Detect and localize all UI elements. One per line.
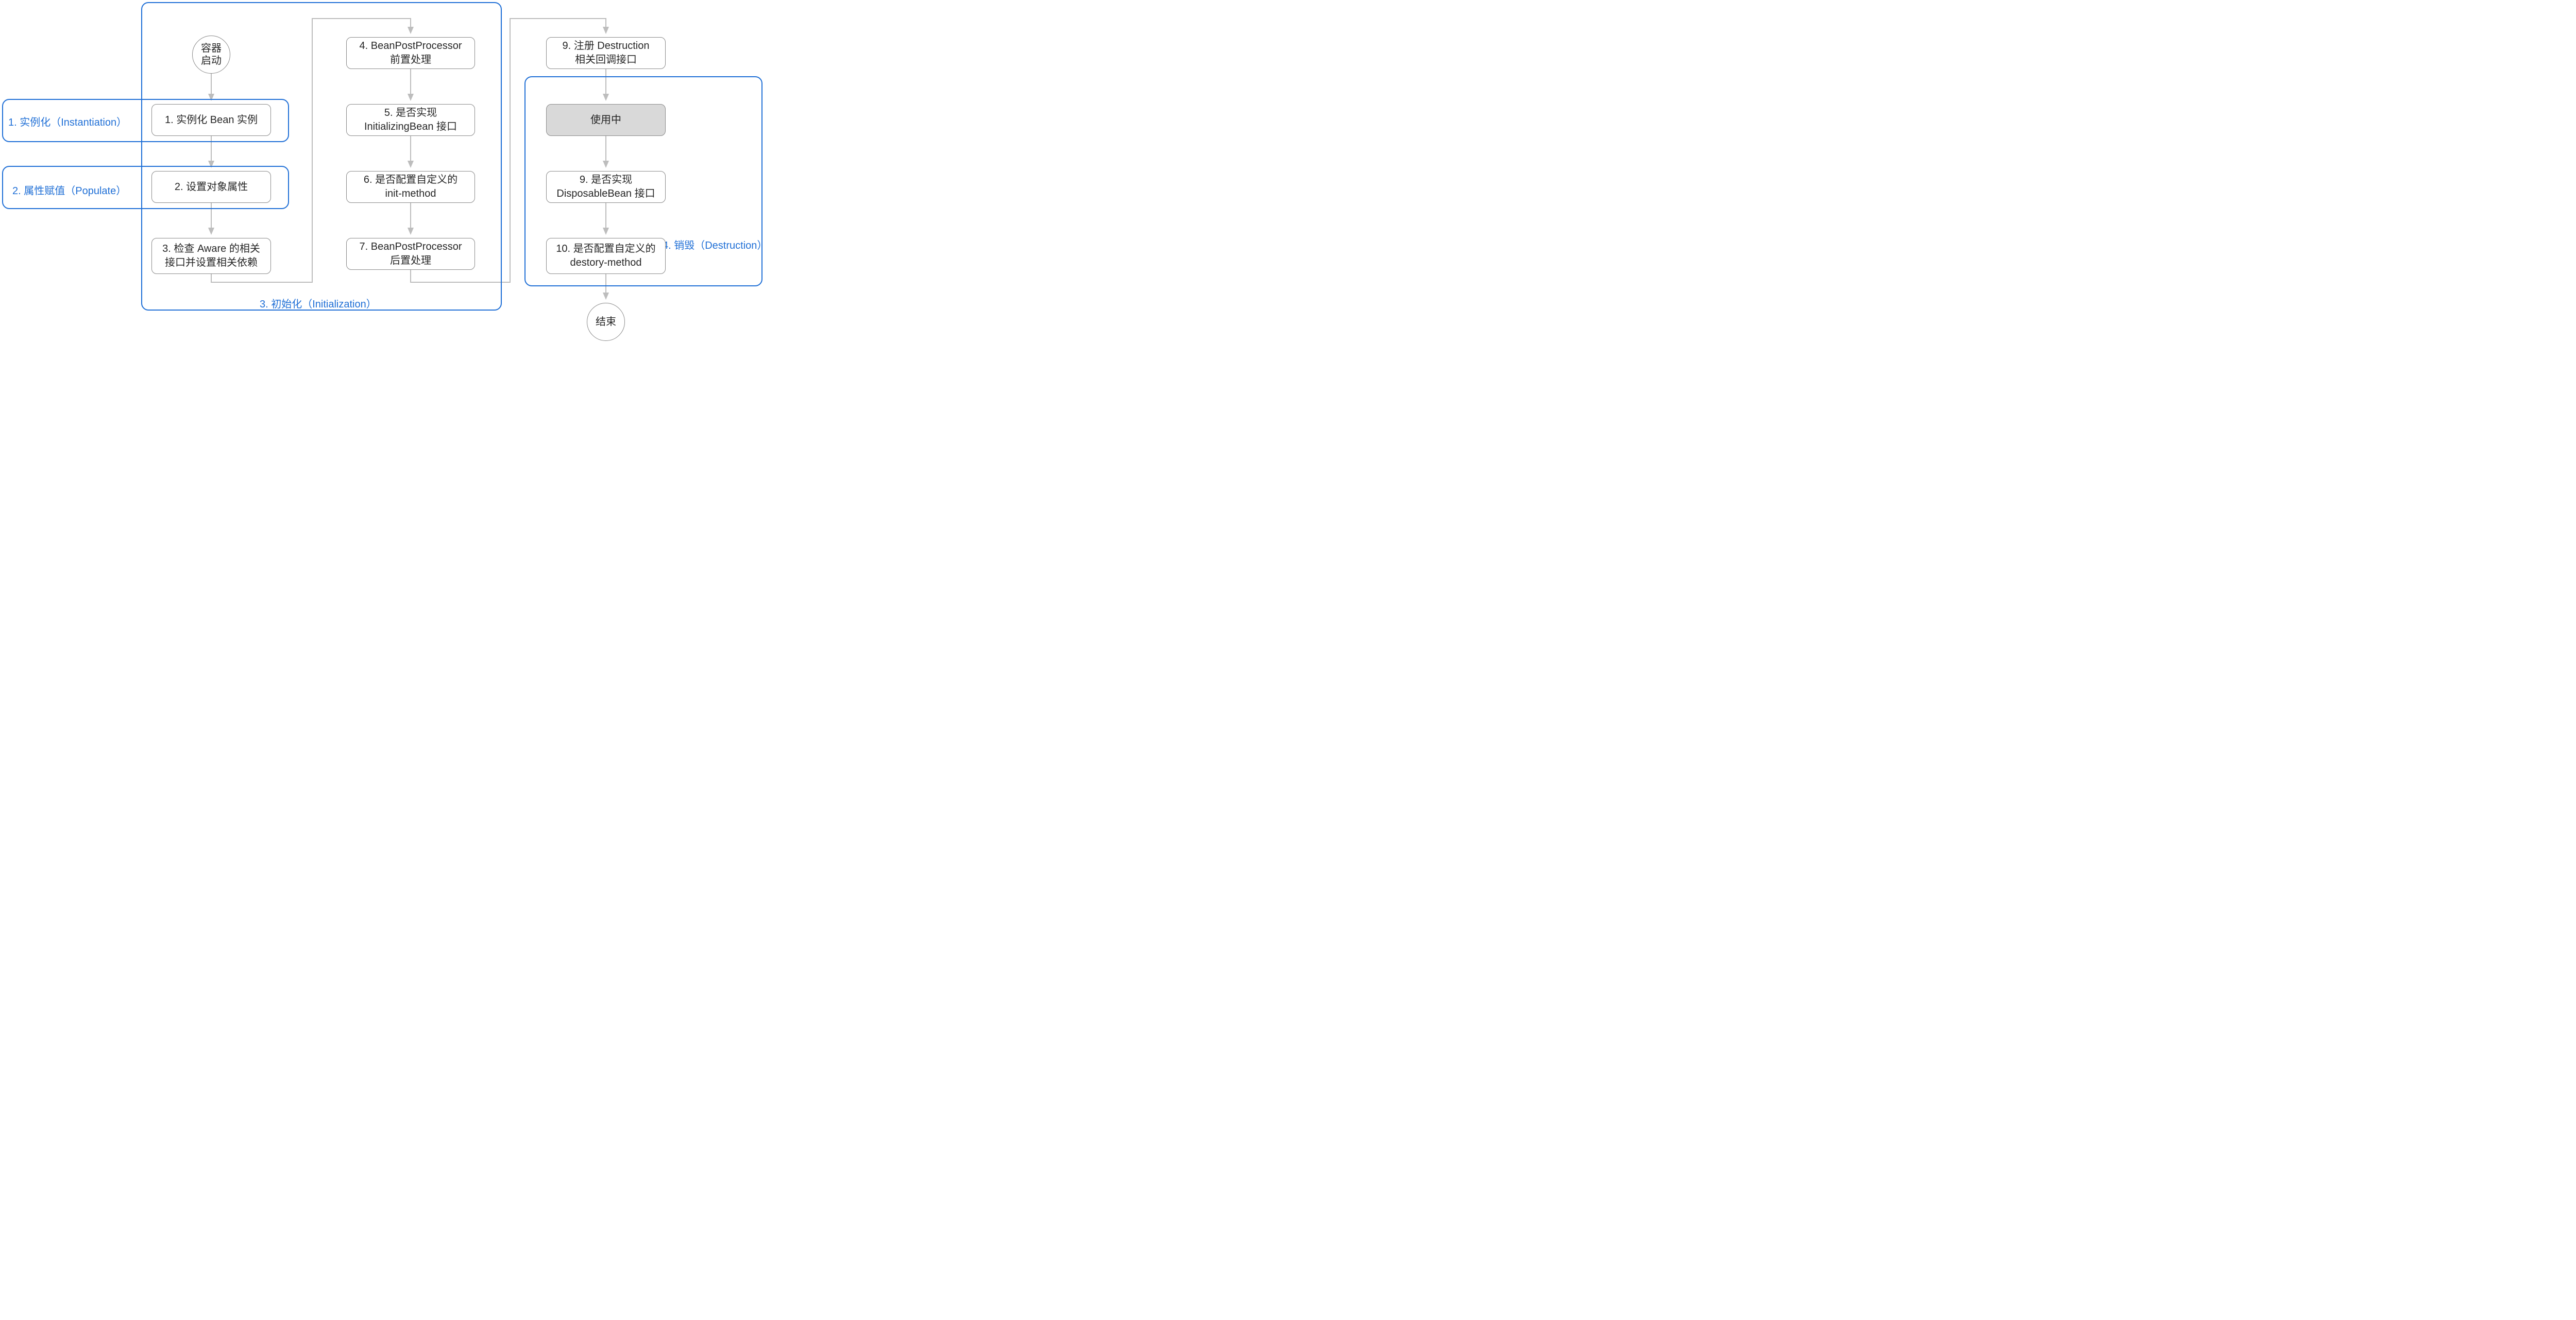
node-n9a: 9. 注册 Destruction相关回调接口 [546, 37, 666, 69]
phase-label-phase4: 4. 销毁（Destruction） [663, 237, 767, 252]
node-n9b: 9. 是否实现DisposableBean 接口 [546, 171, 666, 203]
node-n10: 10. 是否配置自定义的destory-method [546, 238, 666, 274]
node-use: 使用中 [546, 104, 666, 136]
phase-label-phase1: 1. 实例化（Instantiation） [8, 114, 127, 129]
node-n1: 1. 实例化 Bean 实例 [151, 104, 271, 136]
node-n4: 4. BeanPostProcessor前置处理 [346, 37, 475, 69]
node-n7: 7. BeanPostProcessor后置处理 [346, 238, 475, 270]
terminator-start: 容器启动 [192, 36, 230, 74]
phase-label-phase3: 3. 初始化（Initialization） [260, 296, 377, 311]
node-n6: 6. 是否配置自定义的init-method [346, 171, 475, 203]
bean-lifecycle-diagram: 1. 实例化（Instantiation） 2. 属性赋值（Populate） 3.… [0, 0, 769, 330]
node-n5: 5. 是否实现InitializingBean 接口 [346, 104, 475, 136]
node-n2: 2. 设置对象属性 [151, 171, 271, 203]
node-n3: 3. 检查 Aware 的相关接口并设置相关依赖 [151, 238, 271, 274]
phase-label-phase2: 2. 属性赋值（Populate） [12, 182, 126, 197]
terminator-end: 结束 [587, 303, 625, 341]
